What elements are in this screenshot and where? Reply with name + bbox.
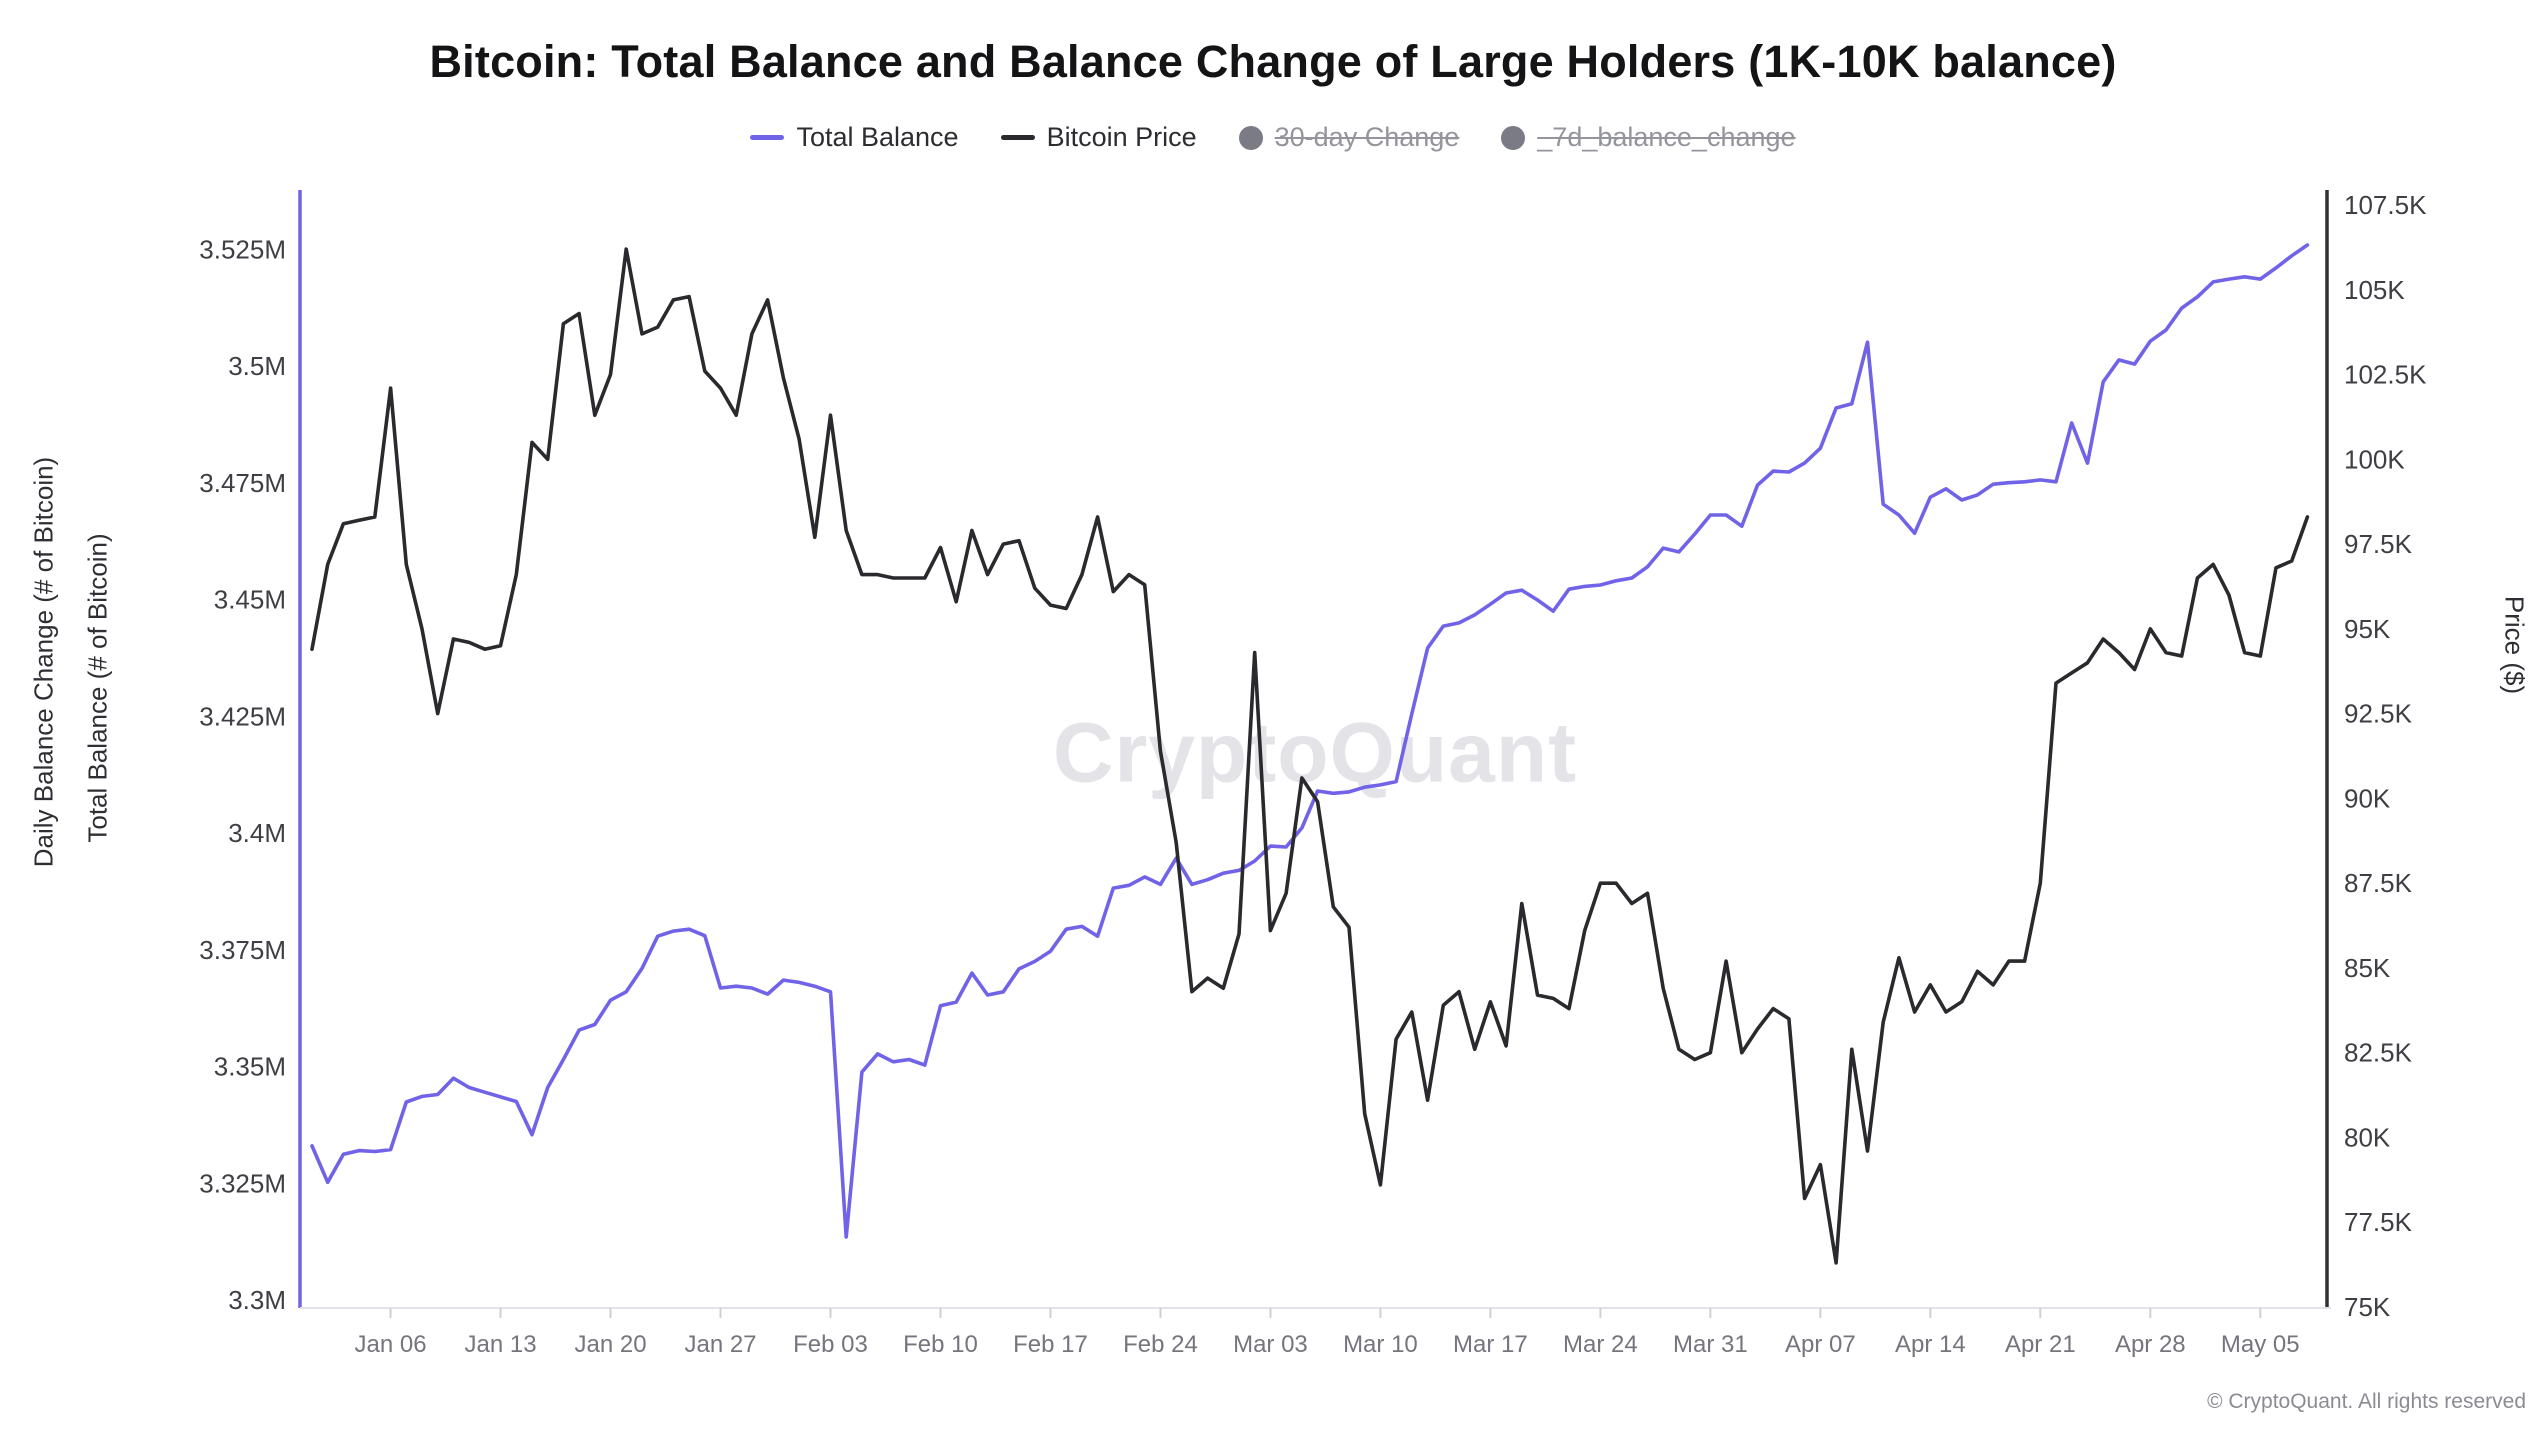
page-title: Bitcoin: Total Balance and Balance Chang… — [429, 36, 2117, 87]
y-tick-label-right: 90K — [2344, 783, 2391, 813]
y-tick-label-right: 80K — [2344, 1122, 2391, 1152]
30-day-change-swatch-icon — [1238, 125, 1263, 150]
y-tick-label-right: 105K — [2344, 275, 2405, 305]
y-tick-label-left: 3.3M — [228, 1285, 286, 1315]
x-tick-label: Mar 31 — [1673, 1331, 1748, 1358]
y-tick-label-right: 77.5K — [2344, 1207, 2413, 1237]
x-tick-label: Mar 03 — [1233, 1331, 1308, 1358]
x-tick-label: Jan 27 — [684, 1331, 756, 1358]
legend-item-bitcoin-price[interactable]: Bitcoin Price — [1000, 122, 1197, 153]
y-tick-label-right: 75K — [2344, 1292, 2391, 1322]
y-tick-label-right: 97.5K — [2344, 529, 2413, 559]
legend-item-total-balance[interactable]: Total Balance — [750, 122, 959, 153]
legend: Total Balance Bitcoin Price 30-day Change _… — [0, 122, 2546, 153]
y-tick-label-right: 107.5K — [2344, 190, 2427, 220]
y-tick-label-left: 3.425M — [199, 701, 286, 731]
x-tick-label: Mar 24 — [1563, 1331, 1638, 1358]
y-tick-label-left: 3.4M — [228, 818, 286, 848]
y-tick-label-left: 3.325M — [199, 1168, 286, 1198]
y-tick-label-left: 3.5M — [228, 351, 286, 381]
legend-item-label: Total Balance — [796, 122, 959, 152]
y-tick-label-left: 3.45M — [214, 585, 286, 615]
legend-item-label: 30-day Change — [1274, 122, 1460, 152]
7d-balance-change-swatch-icon — [1501, 125, 1526, 150]
y-tick-label-right: 95K — [2344, 614, 2391, 644]
bitcoin-price-line — [310, 247, 2310, 1265]
y-tick-label-right: 85K — [2344, 953, 2391, 983]
y-tick-label-right: 82.5K — [2344, 1038, 2413, 1068]
legend-item-label: _7d_balance_change — [1537, 122, 1796, 152]
total-balance-swatch-icon — [750, 135, 785, 140]
x-tick-label: Apr 14 — [1895, 1331, 1966, 1358]
legend-item-7d-balance-change[interactable]: _7d_balance_change — [1501, 122, 1796, 153]
y-tick-label-left: 3.475M — [199, 468, 286, 498]
x-tick-label: Apr 07 — [1785, 1331, 1856, 1358]
x-tick-label: Mar 10 — [1343, 1331, 1418, 1358]
y-tick-label-right: 100K — [2344, 444, 2405, 474]
y-tick-label-right: 87.5K — [2344, 868, 2413, 898]
x-tick-label: Jan 20 — [574, 1331, 646, 1358]
y-tick-label-left: 3.525M — [199, 234, 286, 264]
x-tick-label: Feb 17 — [1013, 1331, 1088, 1358]
total-balance-line — [310, 243, 2310, 1239]
x-tick-label: Apr 21 — [2005, 1331, 2076, 1358]
bitcoin-price-swatch-icon — [1000, 135, 1035, 140]
x-tick-label: Mar 17 — [1453, 1331, 1528, 1358]
x-tick-label: Jan 06 — [355, 1331, 427, 1358]
plot-area[interactable] — [300, 190, 2327, 1308]
x-tick-label: Feb 24 — [1123, 1331, 1198, 1358]
x-tick-label: May 05 — [2221, 1331, 2300, 1358]
x-tick-label: Feb 03 — [793, 1331, 868, 1358]
copyright-text: © CryptoQuant. All rights reserved — [2207, 1390, 2526, 1413]
x-tick-label: Jan 13 — [465, 1331, 537, 1358]
legend-item-30-day-change[interactable]: 30-day Change — [1238, 122, 1460, 153]
y-tick-label-right: 102.5K — [2344, 360, 2427, 390]
y-tick-label-left: 3.35M — [214, 1052, 286, 1082]
legend-item-label: Bitcoin Price — [1046, 122, 1197, 152]
x-tick-label: Apr 28 — [2115, 1331, 2186, 1358]
x-tick-label: Feb 10 — [903, 1331, 978, 1358]
y-tick-label-right: 92.5K — [2344, 699, 2413, 729]
y-tick-label-left: 3.375M — [199, 935, 286, 965]
